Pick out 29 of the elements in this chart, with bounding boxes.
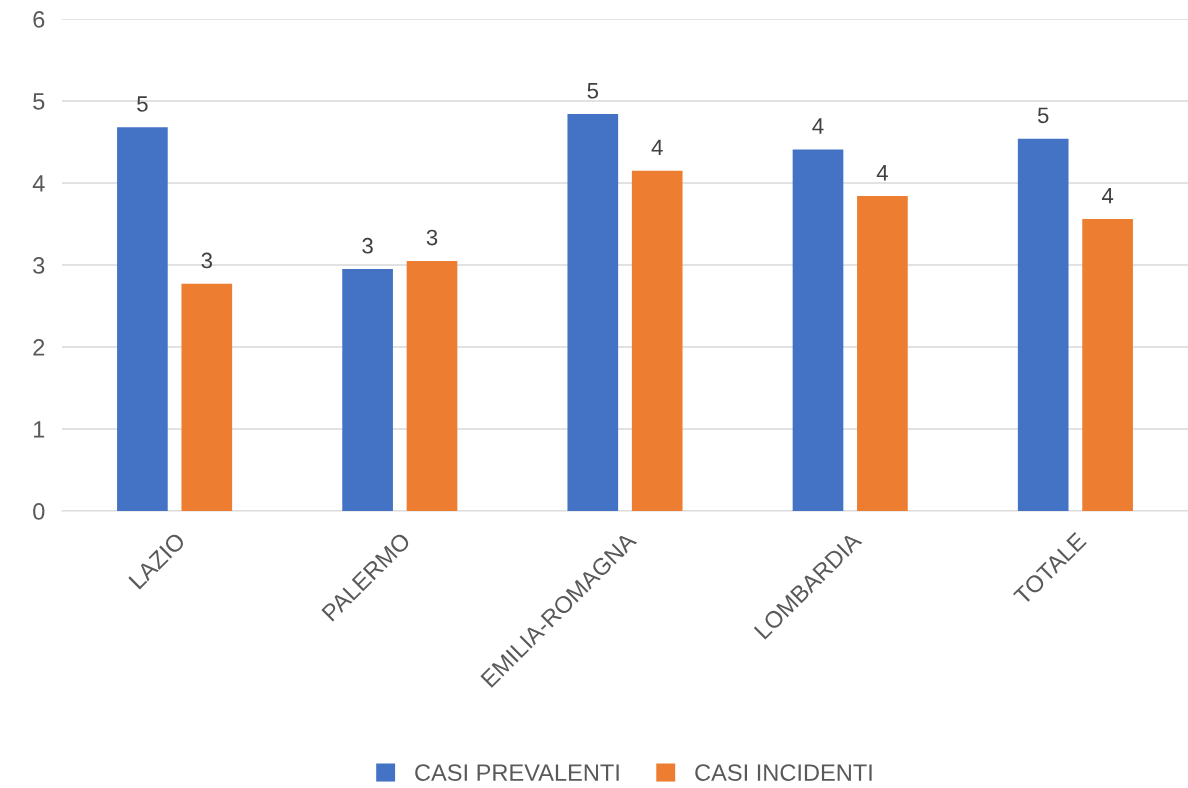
- bar: [342, 269, 393, 511]
- y-tick-label: 3: [33, 257, 45, 274]
- y-tick-label: 1: [34, 421, 45, 438]
- data-label: 5: [137, 96, 148, 112]
- data-label: 3: [362, 237, 373, 254]
- bar: [1017, 138, 1069, 511]
- bar: [117, 127, 168, 511]
- data-label: 4: [876, 165, 888, 181]
- y-tick-label: 4: [32, 175, 45, 192]
- y-tick-label: 2: [33, 339, 45, 356]
- bar: [857, 196, 908, 511]
- data-label: 3: [201, 252, 213, 269]
- y-tick-label: 6: [33, 11, 45, 28]
- bar: [406, 260, 458, 511]
- data-label: 4: [812, 118, 824, 134]
- legend-label: CASI INCIDENTI: [695, 764, 872, 781]
- data-label: 5: [587, 83, 599, 99]
- y-tick-label: 0: [33, 503, 45, 520]
- bar: [1082, 219, 1133, 511]
- bar: [792, 149, 844, 511]
- legend-label: CASI PREVALENTI: [415, 764, 619, 781]
- data-label: 3: [426, 229, 438, 246]
- bar: [631, 170, 683, 511]
- data-label: 5: [1037, 107, 1049, 124]
- data-label: 4: [651, 139, 663, 155]
- bar: [567, 114, 619, 511]
- bar: [181, 283, 233, 511]
- y-tick-label: 5: [33, 93, 45, 110]
- data-label: 4: [1101, 188, 1114, 204]
